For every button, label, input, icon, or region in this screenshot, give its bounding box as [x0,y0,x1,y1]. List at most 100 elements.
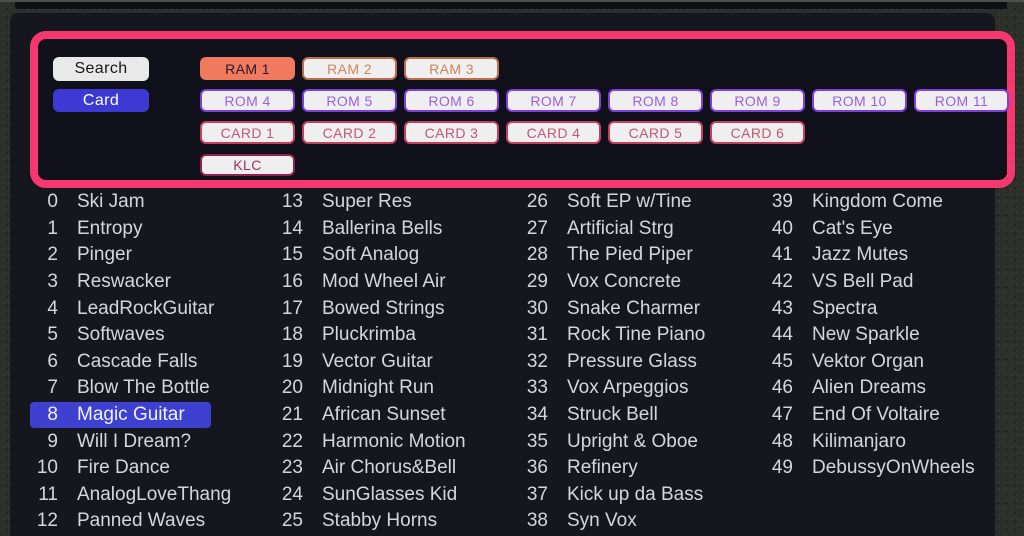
patch-row-3[interactable]: 3 Reswacker [30,269,171,296]
patch-row-8[interactable]: 8 Magic Guitar [30,401,211,429]
patch-number: 40 [771,217,793,239]
patch-row-5[interactable]: 5 Softwaves [30,322,164,349]
patch-row-6[interactable]: 6 Cascade Falls [30,349,197,376]
patch-number: 3 [47,271,58,293]
bank-button-rom-11[interactable]: ROM 11 [914,89,1009,112]
patch-row-37[interactable]: 37 Kick up da Bass [520,482,703,509]
patch-name: Soft Analog [322,244,420,266]
bank-button-card-2[interactable]: CARD 2 [302,121,397,144]
patch-row-31[interactable]: 31 Rock Tine Piano [520,322,706,349]
patch-row-24[interactable]: 24 SunGlasses Kid [275,482,457,509]
patch-row-27[interactable]: 27 Artificial Strg [520,216,674,243]
patch-name: Harmonic Motion [322,430,466,452]
patch-row-39[interactable]: 39 Kingdom Come [765,189,943,216]
patch-name: Magic Guitar [77,404,185,426]
patch-row-23[interactable]: 23 Air Chorus&Bell [275,455,456,482]
patch-row-28[interactable]: 28 The Pied Piper [520,242,693,269]
patch-name: Kingdom Come [812,191,943,213]
bank-button-rom-4[interactable]: ROM 4 [200,89,295,112]
patch-row-29[interactable]: 29 Vox Concrete [520,269,681,296]
patch-row-1[interactable]: 1 Entropy [30,216,142,243]
patch-name: Bowed Strings [322,297,445,319]
patch-row-22[interactable]: 22 Harmonic Motion [275,428,466,455]
patch-row-21[interactable]: 21 African Sunset [275,402,446,429]
bank-button-card-4[interactable]: CARD 4 [506,121,601,144]
patch-number: 22 [281,430,303,452]
bank-button-ram-2[interactable]: RAM 2 [302,57,397,80]
patch-row-2[interactable]: 2 Pinger [30,242,132,269]
patch-row-33[interactable]: 33 Vox Arpeggios [520,375,689,402]
patch-row-35[interactable]: 35 Upright & Oboe [520,428,698,455]
patch-row-49[interactable]: 49 DebussyOnWheels [765,455,975,482]
patch-row-38[interactable]: 38 Syn Vox [520,508,637,535]
patch-row-43[interactable]: 43 Spectra [765,295,878,322]
patch-row-47[interactable]: 47 End Of Voltaire [765,402,940,429]
patch-row-9[interactable]: 9 Will I Dream? [30,428,191,455]
patch-row-36[interactable]: 36 Refinery [520,455,638,482]
patch-row-46[interactable]: 46 Alien Dreams [765,375,926,402]
bank-button-klc[interactable]: KLC [200,154,295,176]
patch-number: 4 [47,297,58,319]
search-button[interactable]: Search [53,57,149,81]
patch-column-4: 39 Kingdom Come 40 Cat's Eye 41 Jazz Mutes 42 V… [765,189,975,482]
bank-button-card-1[interactable]: CARD 1 [200,121,295,144]
patch-name: New Sparkle [812,324,920,346]
patch-name: Mod Wheel Air [322,271,446,293]
patch-number: 34 [526,404,548,426]
patch-row-32[interactable]: 32 Pressure Glass [520,349,697,376]
patch-number: 37 [526,483,548,505]
patch-row-41[interactable]: 41 Jazz Mutes [765,242,908,269]
patch-name: Refinery [567,457,638,479]
patch-row-45[interactable]: 45 Vektor Organ [765,349,924,376]
bank-button-rom-8[interactable]: ROM 8 [608,89,703,112]
card-button[interactable]: Card [53,89,149,112]
bank-button-card-3[interactable]: CARD 3 [404,121,499,144]
patch-row-4[interactable]: 4 LeadRockGuitar [30,295,214,322]
patch-row-48[interactable]: 48 Kilimanjaro [765,428,906,455]
card-bank-row: CARD 1 CARD 2 CARD 3 CARD 4 CARD 5 CARD 6 [200,121,805,144]
patch-row-20[interactable]: 20 Midnight Run [275,375,434,402]
patch-row-0[interactable]: 0 Ski Jam [30,189,144,216]
patch-number: 42 [771,271,793,293]
patch-number: 16 [281,271,303,293]
patch-row-42[interactable]: 42 VS Bell Pad [765,269,914,296]
bank-button-rom-6[interactable]: ROM 6 [404,89,499,112]
bank-button-rom-7[interactable]: ROM 7 [506,89,601,112]
patch-number: 6 [47,350,58,372]
lcd-screen: Search Card RAM 1 RAM 2 RAM 3 ROM 4 ROM 5 RO… [10,13,1015,536]
patch-row-30[interactable]: 30 Snake Charmer [520,295,700,322]
patch-name: Upright & Oboe [567,430,698,452]
bank-button-card-5[interactable]: CARD 5 [608,121,703,144]
patch-name: Struck Bell [567,404,658,426]
bank-button-ram-1[interactable]: RAM 1 [200,57,295,80]
bank-button-card-6[interactable]: CARD 6 [710,121,805,144]
patch-row-7[interactable]: 7 Blow The Bottle [30,375,209,402]
patch-row-40[interactable]: 40 Cat's Eye [765,216,893,243]
patch-name: End Of Voltaire [812,404,940,426]
patch-row-16[interactable]: 16 Mod Wheel Air [275,269,446,296]
bank-button-rom-9[interactable]: ROM 9 [710,89,805,112]
patch-row-12[interactable]: 12 Panned Waves [30,508,205,535]
patch-row-11[interactable]: 11 AnalogLoveThang [30,482,231,509]
patch-number: 21 [281,404,303,426]
bank-button-rom-10[interactable]: ROM 10 [812,89,907,112]
patch-row-17[interactable]: 17 Bowed Strings [275,295,445,322]
patch-row-18[interactable]: 18 Pluckrimba [275,322,416,349]
patch-number: 29 [526,271,548,293]
patch-row-34[interactable]: 34 Struck Bell [520,402,658,429]
patch-row-25[interactable]: 25 Stabby Horns [275,508,437,535]
patch-number: 35 [526,430,548,452]
patch-row-26[interactable]: 26 Soft EP w/Tine [520,189,692,216]
patch-number: 38 [526,510,548,532]
patch-name: Will I Dream? [77,430,192,452]
bank-button-rom-5[interactable]: ROM 5 [302,89,397,112]
patch-row-15[interactable]: 15 Soft Analog [275,242,419,269]
patch-row-44[interactable]: 44 New Sparkle [765,322,920,349]
patch-name: DebussyOnWheels [812,457,975,479]
bank-button-ram-3[interactable]: RAM 3 [404,57,499,80]
patch-row-19[interactable]: 19 Vector Guitar [275,349,433,376]
patch-row-14[interactable]: 14 Ballerina Bells [275,216,443,243]
patch-row-13[interactable]: 13 Super Res [275,189,412,216]
patch-row-10[interactable]: 10 Fire Dance [30,455,170,482]
